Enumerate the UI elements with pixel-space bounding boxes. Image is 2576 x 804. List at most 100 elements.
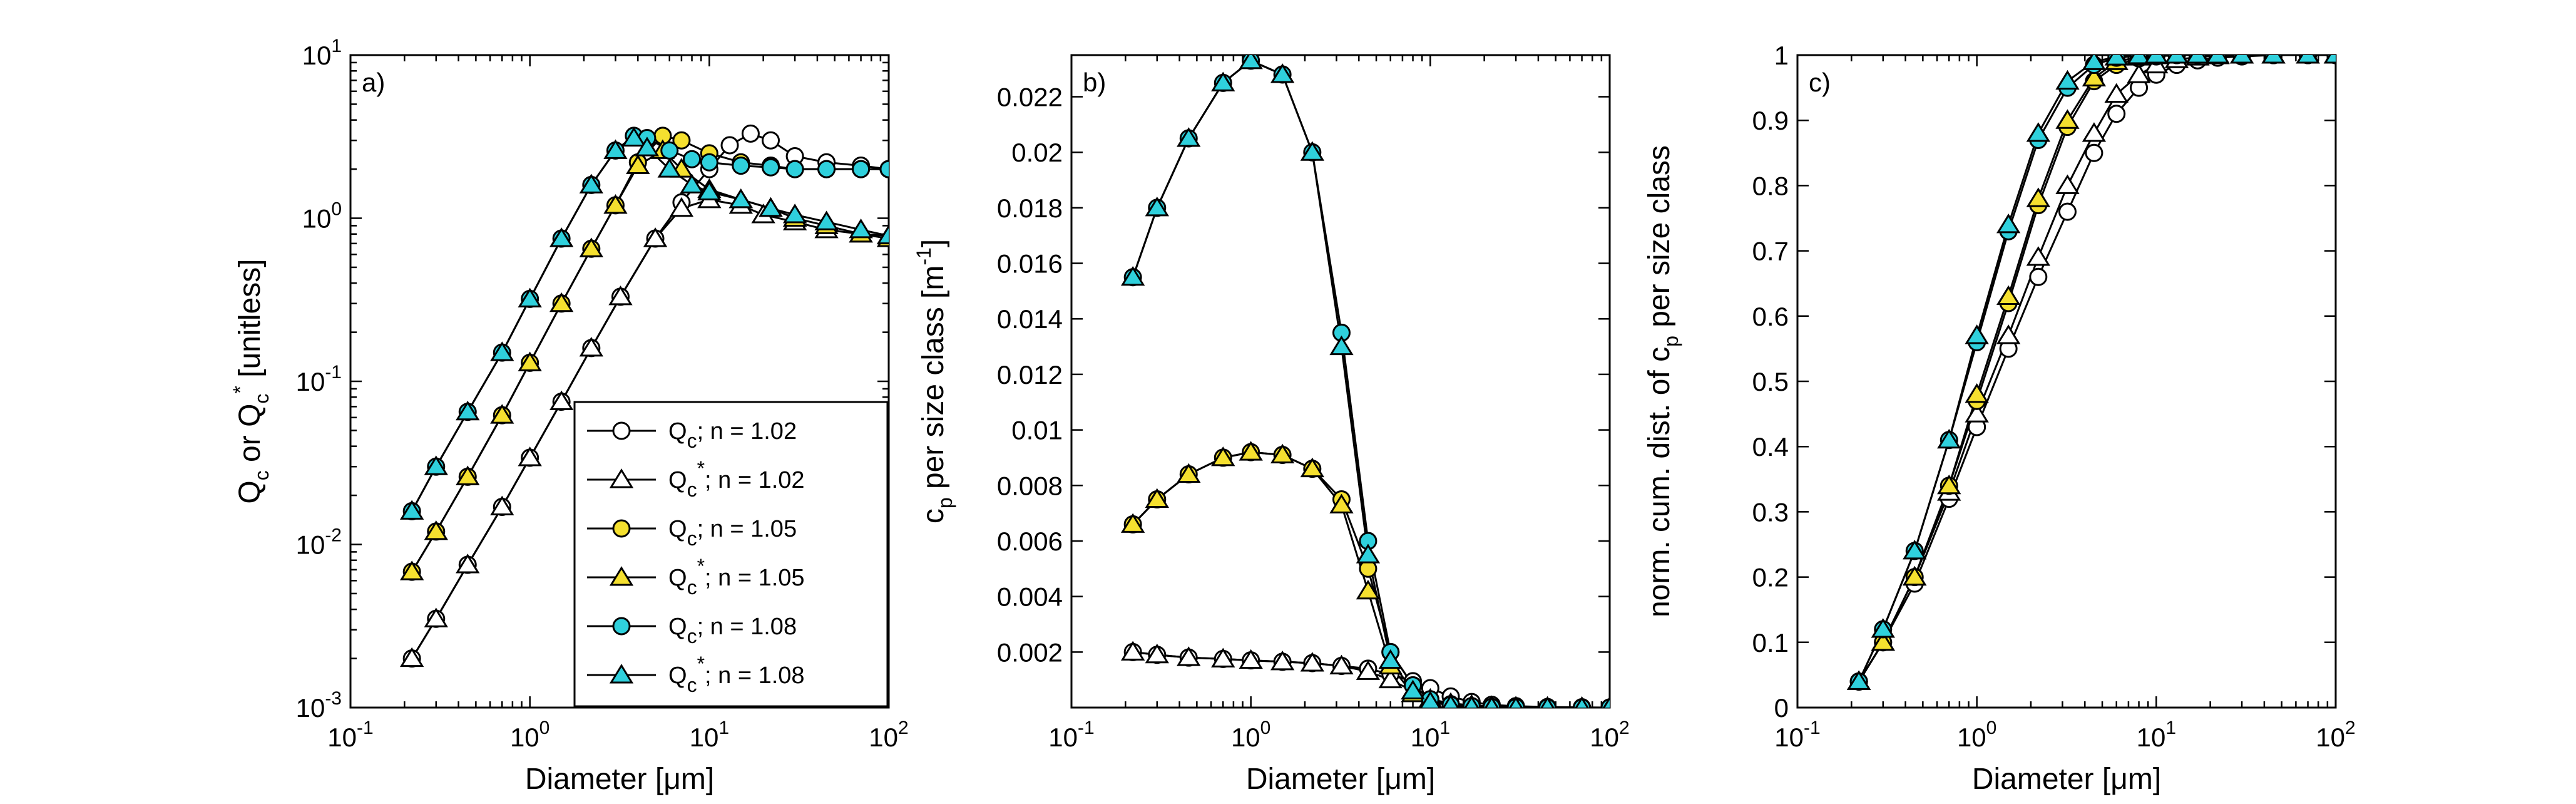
data-point [1871, 631, 1895, 651]
y-tick-label: 101 [302, 36, 342, 70]
data-point [2082, 55, 2107, 70]
legend-entry: Qc; n = 1.02 [668, 418, 797, 452]
data-point [1239, 441, 1263, 461]
data-point [1871, 618, 1895, 638]
data-point [399, 647, 424, 667]
data-point [2107, 105, 2126, 123]
y-tick-label: 0.8 [1752, 171, 1789, 200]
data-point [424, 607, 448, 627]
y-tick-label: 0.006 [997, 527, 1063, 556]
data-point [1177, 463, 1201, 483]
data-point [1356, 660, 1381, 680]
legend-marker [612, 519, 631, 538]
y-tick-label: 0.6 [1752, 302, 1789, 331]
data-point [720, 136, 739, 155]
legend-entry: Qc; n = 1.08 [668, 614, 797, 647]
x-tick-label: 102 [1590, 718, 1629, 752]
series-line [1132, 59, 1610, 708]
data-point [1965, 324, 1989, 344]
panel-b: 10-1 100 101 102 0.002 0.004 0.006 0.008 0.01 0.0… [912, 54, 1630, 796]
data-point [2104, 83, 2129, 103]
data-point [399, 500, 424, 520]
data-point [1177, 127, 1201, 147]
data-point [1356, 579, 1381, 600]
data-point [1329, 335, 1354, 356]
data-point [2296, 55, 2320, 64]
data-point [549, 390, 574, 411]
y-axis-label: cp per size class [m-1] [912, 239, 956, 523]
legend-entry: Qc*; n = 1.08 [668, 652, 805, 696]
legend-entry: Qc*; n = 1.02 [668, 457, 805, 501]
data-point [1903, 540, 1927, 560]
data-point [456, 400, 480, 421]
data-point [456, 465, 480, 485]
data-point [1239, 649, 1263, 669]
data-point [700, 153, 718, 172]
data-point [579, 336, 604, 357]
y-tick-label: 0.1 [1752, 628, 1789, 657]
data-point [608, 286, 633, 306]
plot-frame [1796, 54, 2337, 709]
y-tick-label: 0.9 [1752, 106, 1789, 135]
data-point [2104, 55, 2129, 66]
data-point [2026, 122, 2051, 142]
data-point [549, 292, 574, 312]
legend-marker [612, 421, 631, 440]
y-tick-label: 0.008 [997, 471, 1063, 500]
x-tick-label: 100 [510, 718, 549, 752]
data-point [456, 554, 480, 574]
legend-marker [609, 566, 634, 586]
panel-c: 10-1 100 101 102 0 0.1 0.2 0.3 0.4 0.5 0.6 0.7 0.8 0.… [1643, 41, 2356, 796]
y-tick-label: 0.018 [997, 193, 1063, 223]
data-point [2055, 109, 2080, 129]
data-point [518, 446, 542, 466]
data-point [1378, 649, 1403, 669]
data-point [424, 520, 448, 540]
plot-area [1846, 55, 2336, 691]
plot-frame [1070, 54, 1611, 709]
legend-marker [609, 468, 634, 488]
data-point [490, 404, 514, 424]
data-point [1937, 474, 1961, 495]
panel-label: c) [1809, 68, 1831, 97]
legend-entry: Qc; n = 1.05 [668, 516, 797, 550]
data-point [2185, 55, 2210, 64]
data-point [2323, 55, 2336, 64]
legend: Qc; n = 1.02 Qc*; n = 1.02 Qc; n = 1.05 Qc*… [573, 401, 889, 708]
data-point [759, 197, 783, 217]
data-point [1211, 71, 1235, 91]
data-point [1211, 647, 1235, 667]
x-tick-label: 101 [690, 718, 729, 752]
y-tick-label: 100 [302, 199, 342, 234]
plot-area [399, 124, 889, 668]
data-point [1270, 650, 1295, 671]
data-point [1270, 443, 1295, 464]
data-point [2082, 66, 2107, 86]
x-tick-label: 100 [1231, 718, 1270, 752]
data-point [2029, 267, 2048, 286]
panel-a: 10-1 100 101 102 10-3 10-2 10-1 100 101 a) Diamete… [229, 36, 909, 796]
y-tick-label: 0.02 [1011, 138, 1063, 167]
data-point [549, 227, 574, 247]
y-axis-label: Qc or Qc* [unitless] [229, 259, 273, 503]
y-tick-label: 0 [1774, 693, 1789, 723]
x-axis-label: Diameter [μm] [1246, 763, 1435, 796]
data-point [1965, 383, 1989, 403]
y-tick-label: 10-2 [296, 525, 342, 560]
data-point [2127, 63, 2151, 83]
data-point [669, 197, 694, 217]
data-point [2026, 246, 2051, 266]
data-point [660, 141, 679, 160]
data-point [1603, 696, 1610, 708]
panel-label: a) [362, 68, 385, 97]
plot-area [1120, 55, 1610, 708]
data-point [741, 124, 760, 143]
data-point [635, 137, 660, 157]
y-tick-label: 0.022 [997, 83, 1063, 112]
data-point [657, 158, 682, 178]
data-point [785, 160, 804, 178]
data-point [732, 157, 750, 175]
y-tick-label: 0.5 [1752, 367, 1789, 396]
x-tick-label: 101 [1411, 718, 1450, 752]
data-point [1145, 643, 1169, 664]
